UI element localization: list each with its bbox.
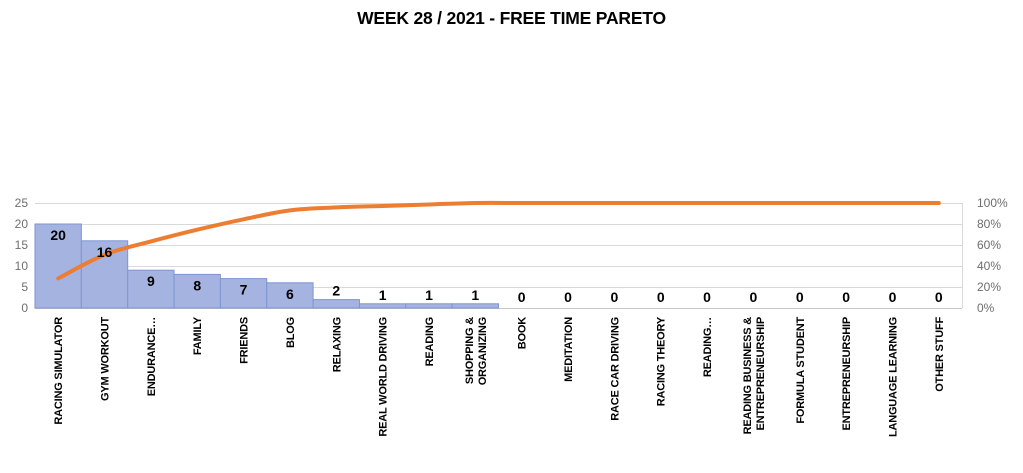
chart-title: WEEK 28 / 2021 - FREE TIME PARETO <box>357 8 666 28</box>
left-axis-tick: 15 <box>15 238 29 252</box>
bar-8[interactable] <box>405 303 453 309</box>
bar-value-label: 0 <box>842 289 850 305</box>
category-label: ENDURANCE… <box>146 317 158 396</box>
bar-value-label: 1 <box>379 287 387 303</box>
right-axis-tick: 0% <box>977 301 995 315</box>
bar-2[interactable] <box>127 269 175 309</box>
bar-value-label: 0 <box>657 289 665 305</box>
category-label: FAMILY <box>192 316 204 355</box>
right-axis-tick: 60% <box>977 238 1001 252</box>
left-axis-tick: 5 <box>21 280 28 294</box>
bar-3[interactable] <box>173 273 221 309</box>
right-axis-tick: 100% <box>977 196 1008 210</box>
category-label: RACE CAR DRIVING <box>609 317 621 421</box>
category-label: SHOPPING & <box>464 317 476 384</box>
bar-value-label: 20 <box>50 227 66 243</box>
right-axis-tick: 40% <box>977 259 1001 273</box>
bar-5[interactable] <box>266 282 314 309</box>
category-label: GYM WORKOUT <box>100 317 112 401</box>
right-axis-tick: 20% <box>977 280 1001 294</box>
category-label: FORMULA STUDENT <box>795 317 807 424</box>
bar-value-label: 0 <box>796 289 804 305</box>
category-label: BOOK <box>517 317 529 349</box>
category-label: ENTREPRENEURSHIP <box>841 317 853 431</box>
left-axis-tick: 0 <box>21 301 28 315</box>
bar-value-label: 0 <box>750 289 758 305</box>
bar-4[interactable] <box>219 278 268 309</box>
category-label: READING BUSINESS & <box>742 317 754 435</box>
category-label: ORGANIZING <box>477 317 489 385</box>
bar-value-label: 0 <box>518 289 526 305</box>
left-axis-tick: 25 <box>15 196 29 210</box>
bar-value-label: 6 <box>286 286 294 302</box>
left-axis-tick: 20 <box>15 217 29 231</box>
bar-6[interactable] <box>312 299 360 309</box>
category-label: FRIENDS <box>239 317 251 364</box>
category-label: RACING THEORY <box>656 316 668 406</box>
category-label: REAL WORLD DRIVING <box>378 317 390 437</box>
category-label: MEDITATION <box>563 317 575 382</box>
bar-value-label: 0 <box>564 289 572 305</box>
bar-value-label: 1 <box>425 287 433 303</box>
category-label: READING <box>424 317 436 366</box>
category-label: RACING SIMULATOR <box>53 317 65 425</box>
bar-value-label: 7 <box>240 282 248 298</box>
bar-value-label: 8 <box>193 277 201 293</box>
cumulative-percent-line[interactable] <box>56 200 941 281</box>
bar-value-label: 9 <box>147 273 155 289</box>
bar-value-label: 2 <box>332 283 340 299</box>
bar-7[interactable] <box>358 303 407 309</box>
left-axis-tick: 10 <box>15 259 29 273</box>
bar-value-label: 16 <box>97 244 113 260</box>
category-label: LANGUAGE LEARNING <box>887 317 899 437</box>
bar-9[interactable] <box>451 303 499 309</box>
category-label: RELAXING <box>331 317 343 372</box>
category-label: ENTREPRENEURSHIP <box>755 317 767 431</box>
right-axis-tick: 80% <box>977 217 1001 231</box>
bar-value-label: 0 <box>935 289 943 305</box>
bar-value-label: 0 <box>889 289 897 305</box>
bar-0[interactable] <box>34 223 82 309</box>
category-label: READING… <box>702 317 714 377</box>
bar-value-label: 0 <box>703 289 711 305</box>
bar-value-label: 1 <box>471 287 479 303</box>
category-label: OTHER STUFF <box>934 317 946 392</box>
category-label: BLOG <box>285 317 297 348</box>
bar-value-label: 0 <box>610 289 618 305</box>
